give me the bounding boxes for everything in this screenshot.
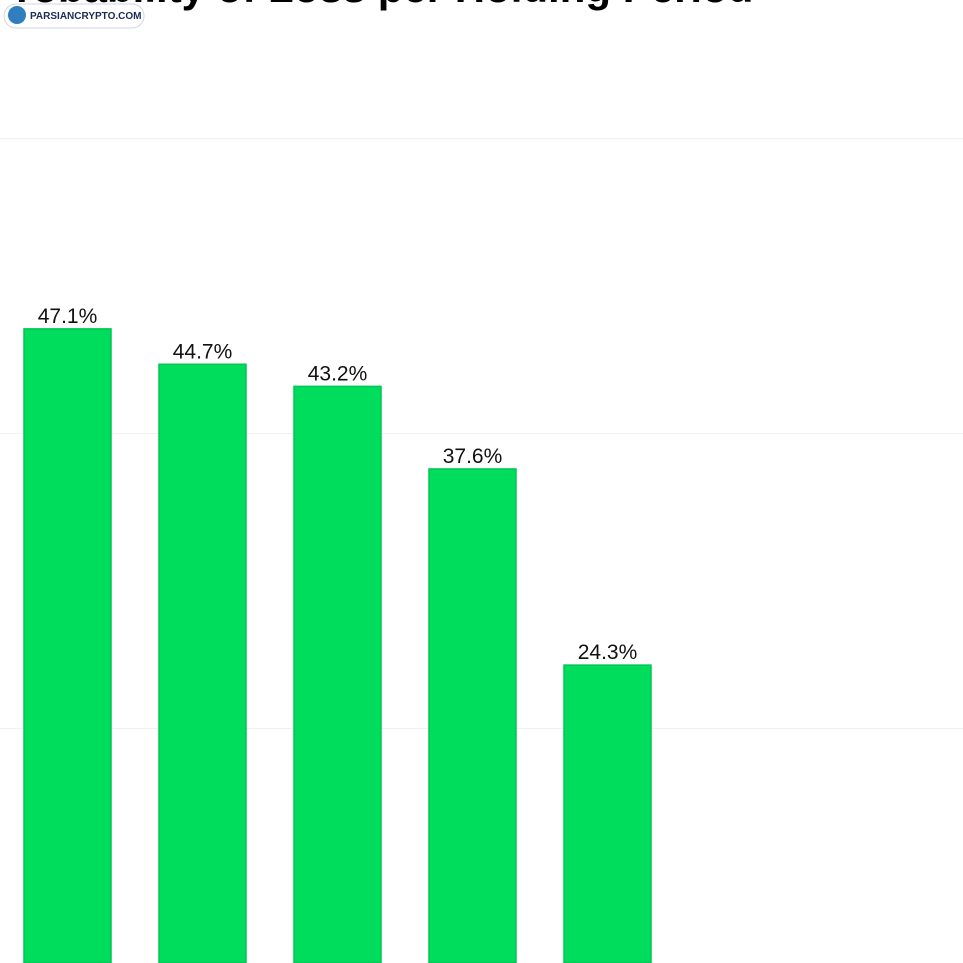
watermark-logo bbox=[8, 6, 26, 24]
bars: 47.1% 44.7% 43.2% 37.6% 24.3% bbox=[23, 305, 652, 963]
watermark-text: PARSIANCRYPTO.COM bbox=[30, 11, 142, 22]
value-label: 24.3% bbox=[578, 641, 638, 664]
bar bbox=[563, 664, 652, 963]
bar bbox=[293, 385, 382, 963]
value-label: 37.6% bbox=[443, 445, 503, 468]
watermark: PARSIANCRYPTO.COM bbox=[3, 3, 145, 29]
value-label: 44.7% bbox=[173, 340, 233, 363]
value-label: 47.1% bbox=[38, 305, 98, 328]
bar bbox=[158, 363, 247, 963]
watermark-badge bbox=[3, 3, 145, 29]
bar bbox=[428, 468, 517, 963]
bar bbox=[23, 328, 112, 963]
chart-title: Probability of Loss per Holding Period bbox=[0, 0, 753, 11]
value-label: 43.2% bbox=[308, 362, 368, 385]
